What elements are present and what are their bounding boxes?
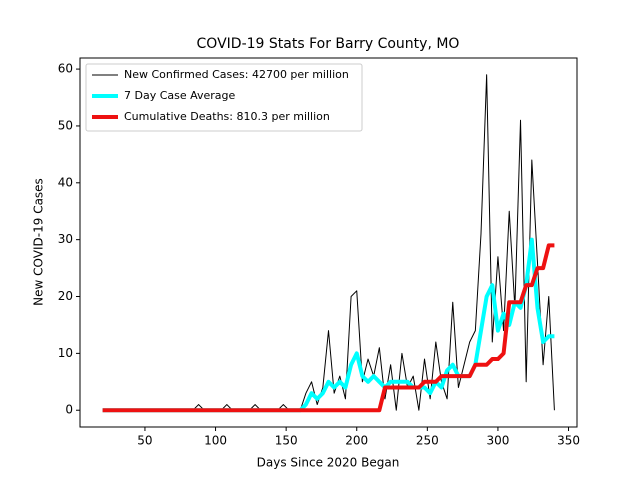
y-tick-label: 10 — [58, 346, 73, 360]
legend: New Confirmed Cases: 42700 per million 7 … — [85, 63, 363, 132]
y-axis-label: New COVID-19 Cases — [32, 178, 46, 306]
x-tick-label: 250 — [416, 434, 439, 448]
series-line — [102, 243, 555, 413]
legend-label: New Confirmed Cases: 42700 per million — [124, 68, 349, 81]
y-tick-label: 20 — [58, 289, 73, 303]
x-tick-label: 200 — [345, 434, 368, 448]
y-tick-label: 60 — [58, 62, 73, 76]
y-tick-label: 30 — [58, 232, 73, 246]
x-tick-label: 100 — [204, 434, 227, 448]
x-tick-label: 50 — [137, 434, 152, 448]
x-tick-label: 150 — [275, 434, 298, 448]
legend-box — [85, 63, 363, 132]
plot-frame — [79, 57, 578, 428]
chart-title: COVID-19 Stats For Barry County, MO — [197, 36, 460, 52]
legend-label: 7 Day Case Average — [124, 89, 236, 102]
y-tick-label: 0 — [65, 403, 73, 417]
x-tick-label: 300 — [486, 434, 509, 448]
y-tick-label: 50 — [58, 118, 73, 132]
y-tick-label: 40 — [58, 175, 73, 189]
legend-label: Cumulative Deaths: 810.3 per million — [124, 110, 330, 123]
x-tick-label: 350 — [557, 434, 580, 448]
x-axis-label: Days Since 2020 Began — [257, 456, 400, 470]
